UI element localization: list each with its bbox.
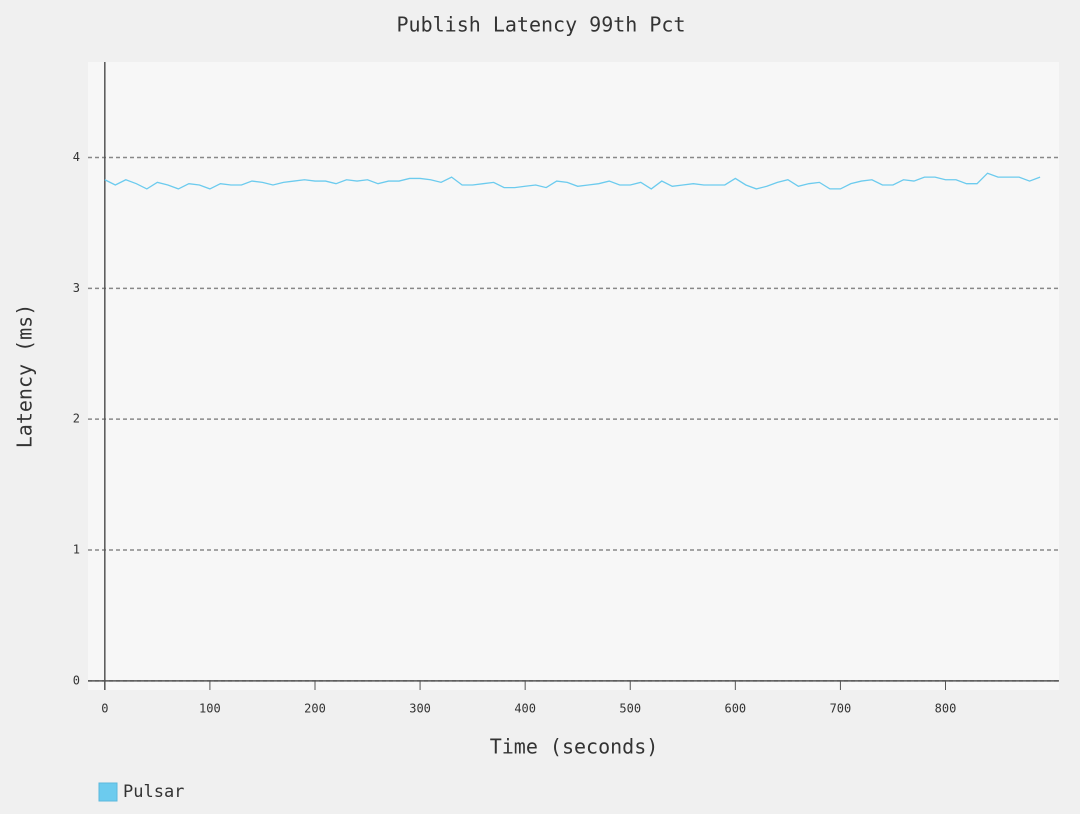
y-tick-label: 0 (73, 673, 80, 687)
x-tick-label: 100 (199, 702, 221, 716)
y-axis-title: Latency (ms) (13, 304, 37, 449)
x-tick-label: 700 (830, 702, 852, 716)
x-tick-label: 500 (619, 702, 641, 716)
series-line (104, 172, 1041, 190)
y-tick-label: 1 (73, 543, 80, 557)
x-tick-label: 800 (935, 702, 957, 716)
plot-area (88, 62, 1059, 690)
y-tick-label: 3 (73, 281, 80, 295)
y-tick-label: 2 (73, 412, 80, 426)
x-tick-label: 400 (514, 702, 536, 716)
x-tick-label: 0 (101, 702, 108, 716)
x-axis-title: Time (seconds) (490, 735, 659, 759)
legend-swatch (98, 782, 118, 802)
x-tick-label: 200 (304, 702, 326, 716)
x-tick-label: 600 (724, 702, 746, 716)
y-tick-label: 4 (73, 150, 80, 164)
x-tick-label: 300 (409, 702, 431, 716)
chart-title: Publish Latency 99th Pct (397, 13, 686, 37)
legend-label: Pulsar (123, 782, 184, 802)
